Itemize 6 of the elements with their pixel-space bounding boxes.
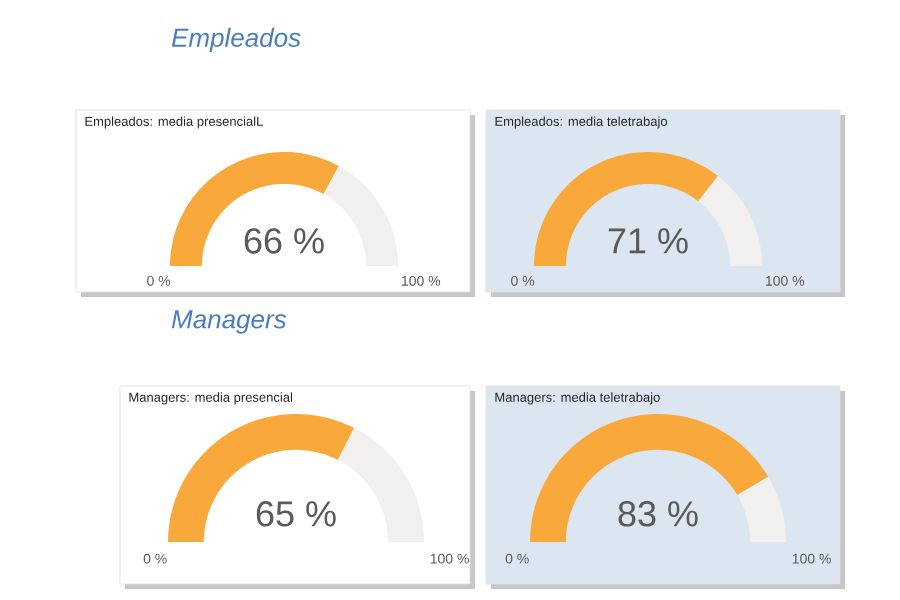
data-label: 71 % <box>608 228 688 254</box>
text: Empleados <box>171 27 301 53</box>
data-label: 66 % <box>244 228 324 254</box>
data-label: 65 % <box>256 501 336 527</box>
text: Managers <box>171 310 287 334</box>
data-label: 83 % <box>618 501 698 527</box>
